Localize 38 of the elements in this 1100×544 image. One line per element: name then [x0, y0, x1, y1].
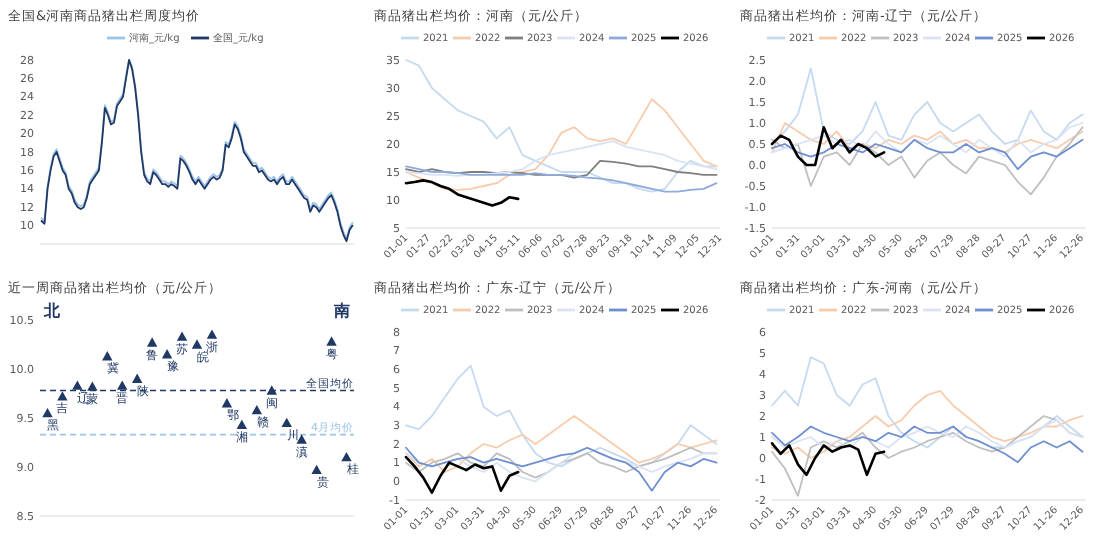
line-series — [771, 138, 1084, 171]
line-series — [771, 419, 1084, 449]
line-series — [771, 425, 1084, 464]
point — [161, 349, 173, 359]
line-series — [404, 179, 520, 207]
point — [236, 419, 248, 430]
point — [117, 380, 128, 390]
point — [326, 336, 337, 346]
point — [72, 380, 83, 390]
line-series — [405, 59, 718, 193]
line-series — [405, 364, 718, 468]
point — [176, 331, 188, 341]
point — [102, 351, 113, 361]
line-series — [405, 446, 718, 492]
point — [266, 385, 277, 395]
line-series — [771, 389, 1084, 459]
point — [87, 381, 98, 391]
line-series — [770, 125, 886, 167]
point — [191, 339, 203, 349]
point — [42, 407, 53, 418]
line-series — [771, 126, 1084, 196]
point — [57, 391, 68, 401]
line-series — [405, 415, 718, 473]
point — [311, 464, 322, 475]
line-series — [405, 140, 718, 177]
point — [131, 373, 143, 383]
text: 北 — [42, 302, 62, 320]
line-series — [404, 455, 520, 494]
line-series — [405, 98, 718, 191]
point — [341, 452, 352, 462]
point — [221, 398, 233, 408]
text: 南 — [332, 302, 350, 320]
line-series — [405, 165, 718, 193]
point — [281, 417, 292, 428]
line-series — [770, 442, 886, 477]
point — [146, 337, 158, 347]
point — [206, 329, 218, 339]
point — [251, 404, 263, 415]
